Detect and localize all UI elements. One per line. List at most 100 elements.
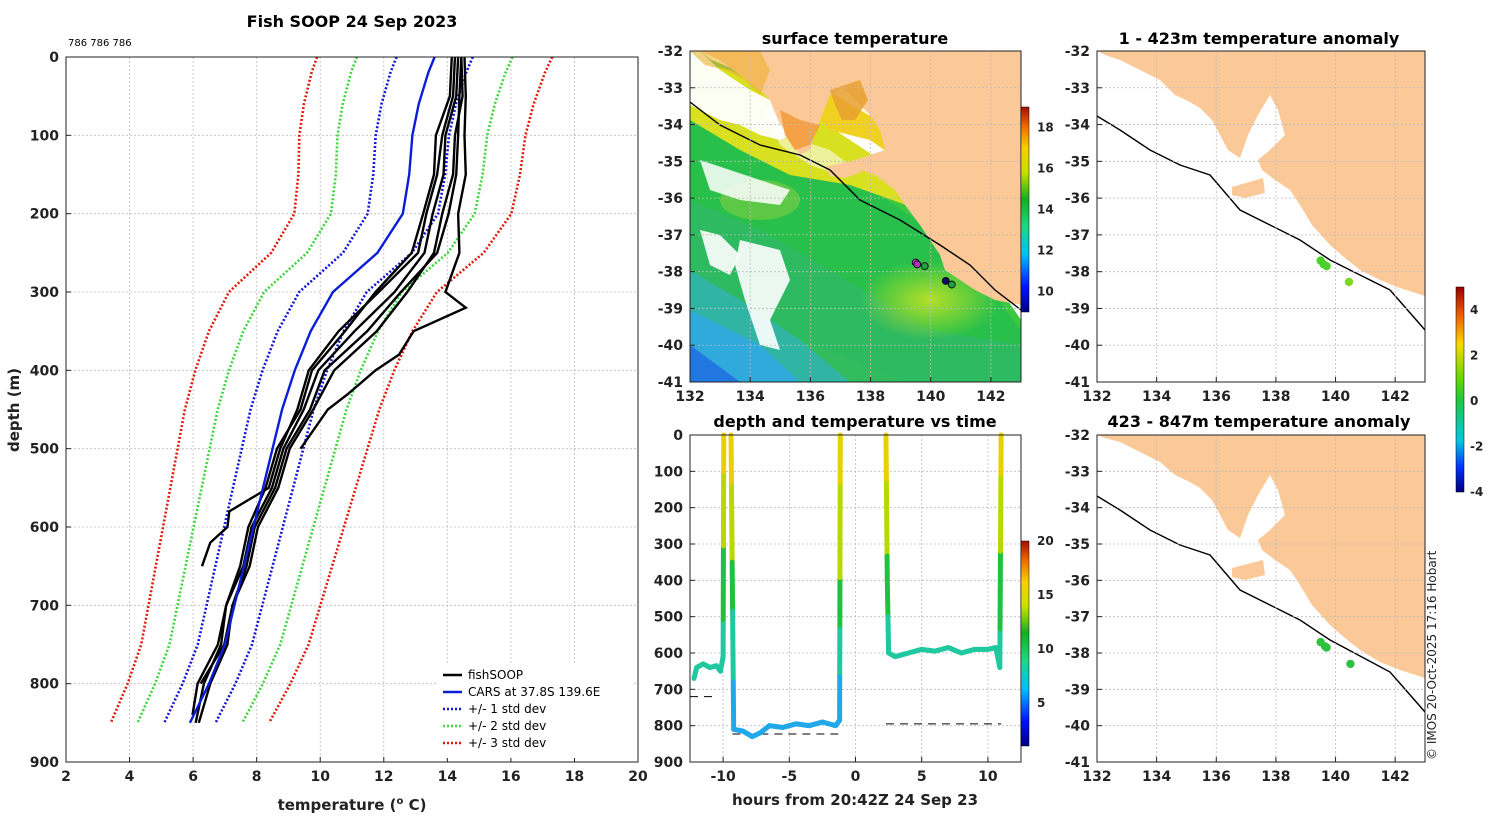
timeseries-ytick-label: 400 [654,573,683,589]
anomaly-upper-map: 1 - 423m temperature anomaly 132 134 136 13… [1065,29,1426,405]
sst-ytick-label: -34 [658,118,684,134]
anomaly-colorbar-tick: -4 [1470,485,1483,499]
timeseries-colorbar-tick: 20 [1037,534,1054,548]
sst-title: surface temperature [762,29,949,48]
sst-colorbar [1020,106,1030,313]
anomaly-lower-xtick-label: 132 [1082,769,1111,785]
anomaly-upper-xtick-label: 132 [1082,389,1111,405]
profile-xtick-label: 10 [310,769,330,785]
std3-upper-line [267,56,554,724]
anomaly-lower-shelf-line [1097,495,1425,713]
cars-profile-line [188,56,436,724]
anomaly-lower-xtick-label: 140 [1321,769,1350,785]
sst-xtick-label: 138 [856,389,885,405]
std3-lower-line [109,56,319,724]
anomaly-upper-ytick-label: -37 [1065,228,1090,244]
timeseries-xtick-label: 0 [851,769,861,785]
anomaly-upper-shelf-line [1097,115,1425,331]
timeseries-ytick-label: 100 [654,464,683,480]
timeseries-colorbar-tick: 15 [1037,588,1054,602]
legend-label-std2: +/- 2 std dev [468,719,546,733]
profile-ytick-label: 100 [30,128,59,144]
anomaly-upper-ytick-label: -40 [1065,338,1091,354]
sst-colorbar-ticks: 10 12 14 16 18 [1037,121,1054,299]
std1-lower-line [163,56,398,724]
profile-xtick-label: 14 [438,769,458,785]
profile-grid [65,56,639,763]
anomaly-lower-frame [1096,434,1426,763]
anomaly-upper-ticks: 132 134 136 138 140 142 -32 -33 -34 -35 -36 -37 -38 -… [1065,44,1410,405]
profile-id-label: 786 786 786 [68,38,132,49]
anomaly-upper-xtick-label: 136 [1202,389,1231,405]
sst-colorbar-tick: 10 [1037,285,1054,299]
profile-ytick-label: 500 [30,442,59,458]
anomaly-upper-point [1344,277,1354,287]
profile-ytick-label: 700 [30,598,59,614]
anomaly-upper-ytick-label: -34 [1065,118,1091,134]
sst-ytick-label: -36 [658,191,683,207]
sst-xtick-label: 134 [736,389,765,405]
timeseries-ytick-label: 600 [654,646,683,662]
std2-upper-line [241,56,514,724]
timeseries-ytick-label: 700 [654,682,683,698]
anomaly-lower-ytick-label: -34 [1065,501,1091,517]
timeseries-ytick-label: 800 [654,719,683,735]
profile-ytick-label: 0 [49,50,59,66]
profile-xtick-label: 6 [188,769,198,785]
profile-ytick-label: 200 [30,207,59,223]
anomaly-lower-ytick-label: -37 [1065,610,1090,626]
anomaly-colorbar-tick: 4 [1470,303,1478,317]
anomaly-lower-ytick-label: -40 [1065,719,1091,735]
sst-map: surface temperature [658,29,1054,405]
profile-xtick-label: 12 [374,769,393,785]
sst-field [690,51,1021,382]
sst-colorbar-tick: 16 [1037,162,1054,176]
profile-legend: fishSOOP CARS at 37.8S 139.6E +/- 1 std … [438,663,632,758]
timeseries-xlabel: hours from 20:42Z 24 Sep 23 [732,791,978,809]
anomaly-upper-ytick-label: -39 [1065,301,1090,317]
anomaly-colorbar [1455,286,1465,493]
sst-land [700,51,1021,305]
sst-ytick-label: -33 [658,81,683,97]
timeseries-colorbar-tick: 5 [1037,696,1045,710]
timeseries-ytick-label: 200 [654,501,683,517]
sst-track-point [920,262,929,271]
timeseries-xtick-label: -5 [782,769,798,785]
fishsoop-profile-line [200,56,457,567]
anomaly-upper-ytick-label: -32 [1065,44,1090,60]
anomaly-lower-land [1097,435,1425,678]
timeseries-grid [690,434,1021,763]
fishsoop-profile-line [199,56,464,685]
anomaly-lower-title: 423 - 847m temperature anomaly [1108,412,1411,431]
timeseries-xtick-label: -10 [710,769,736,785]
profile-title: Fish SOOP 24 Sep 2023 [247,12,458,31]
anomaly-lower-point [1346,659,1355,669]
sst-track-point [941,276,950,285]
timeseries-colorbar [1020,540,1030,747]
anomaly-upper-points [1316,256,1354,287]
anomaly-colorbar-tick: -2 [1470,439,1483,453]
anomaly-lower-ytick-label: -36 [1065,573,1090,589]
anomaly-upper-ytick-label: -36 [1065,191,1090,207]
timeseries-xtick-label: 10 [978,769,998,785]
sst-ytick-label: -35 [658,154,683,170]
anomaly-lower-ytick-label: -39 [1065,682,1090,698]
anomaly-colorbar-ticks: 4 2 0 -2 -4 [1470,303,1483,499]
profile-xlabel: temperature (o C) [278,796,427,814]
anomaly-upper-frame [1096,50,1426,383]
legend-label-cars: CARS at 37.8S 139.6E [468,685,600,699]
sst-xtick-label: 132 [675,389,704,405]
anomaly-lower-xtick-label: 138 [1261,769,1290,785]
anomaly-lower-ytick-label: -35 [1065,537,1090,553]
fishsoop-profile-line [194,56,460,724]
anomaly-lower-xtick-label: 134 [1142,769,1171,785]
anomaly-upper-ytick-label: -41 [1065,375,1090,391]
timeseries-title: depth and temperature vs time [713,412,996,431]
sst-shelf-line [690,101,1021,311]
profile-ylabel: depth (m) [5,368,23,452]
fishsoop-profile-line [299,56,469,450]
sst-colorbar-tick: 18 [1037,121,1054,135]
legend-label-std1: +/- 1 std dev [468,702,546,716]
anomaly-upper-xtick-label: 140 [1321,389,1350,405]
